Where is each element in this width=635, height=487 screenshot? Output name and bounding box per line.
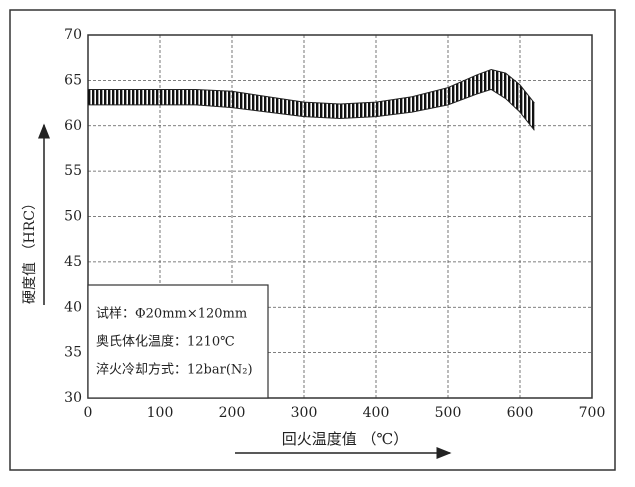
y-axis-label: 硬度值 （HRC）	[22, 196, 38, 304]
x-tick-label: 0	[84, 405, 93, 421]
x-tick-label: 300	[291, 405, 318, 421]
y-tick-label: 45	[64, 254, 82, 270]
band-fill	[88, 69, 535, 131]
annotation: 淬火冷却方式：12bar(N₂)	[96, 362, 253, 378]
y-tick-label: 30	[64, 390, 82, 406]
x-tick-label: 100	[147, 405, 174, 421]
y-tick-label: 70	[64, 27, 82, 43]
band-edge	[88, 88, 535, 131]
y-tick-label: 40	[64, 299, 82, 315]
legend-box	[87, 284, 269, 399]
y-tick-label: 65	[64, 72, 82, 88]
x-tick-label: 600	[507, 405, 534, 421]
band-edge	[88, 68, 535, 105]
y-tick-label: 55	[64, 163, 82, 179]
y-tick-label: 35	[64, 345, 82, 361]
annotation: 奥氏体化温度：1210℃	[96, 334, 235, 350]
y-tick-label: 60	[64, 118, 82, 134]
annotation: 试样：Φ20mm×120mm	[96, 307, 247, 322]
x-tick-label: 400	[363, 405, 390, 421]
x-tick-label: 500	[435, 405, 462, 421]
x-axis-label: 回火温度值 （℃）	[282, 430, 409, 448]
y-tick-label: 50	[64, 209, 82, 225]
plot-frame	[87, 34, 593, 399]
x-tick-label: 700	[579, 405, 606, 421]
frame	[9, 9, 616, 471]
x-tick-label: 200	[219, 405, 246, 421]
